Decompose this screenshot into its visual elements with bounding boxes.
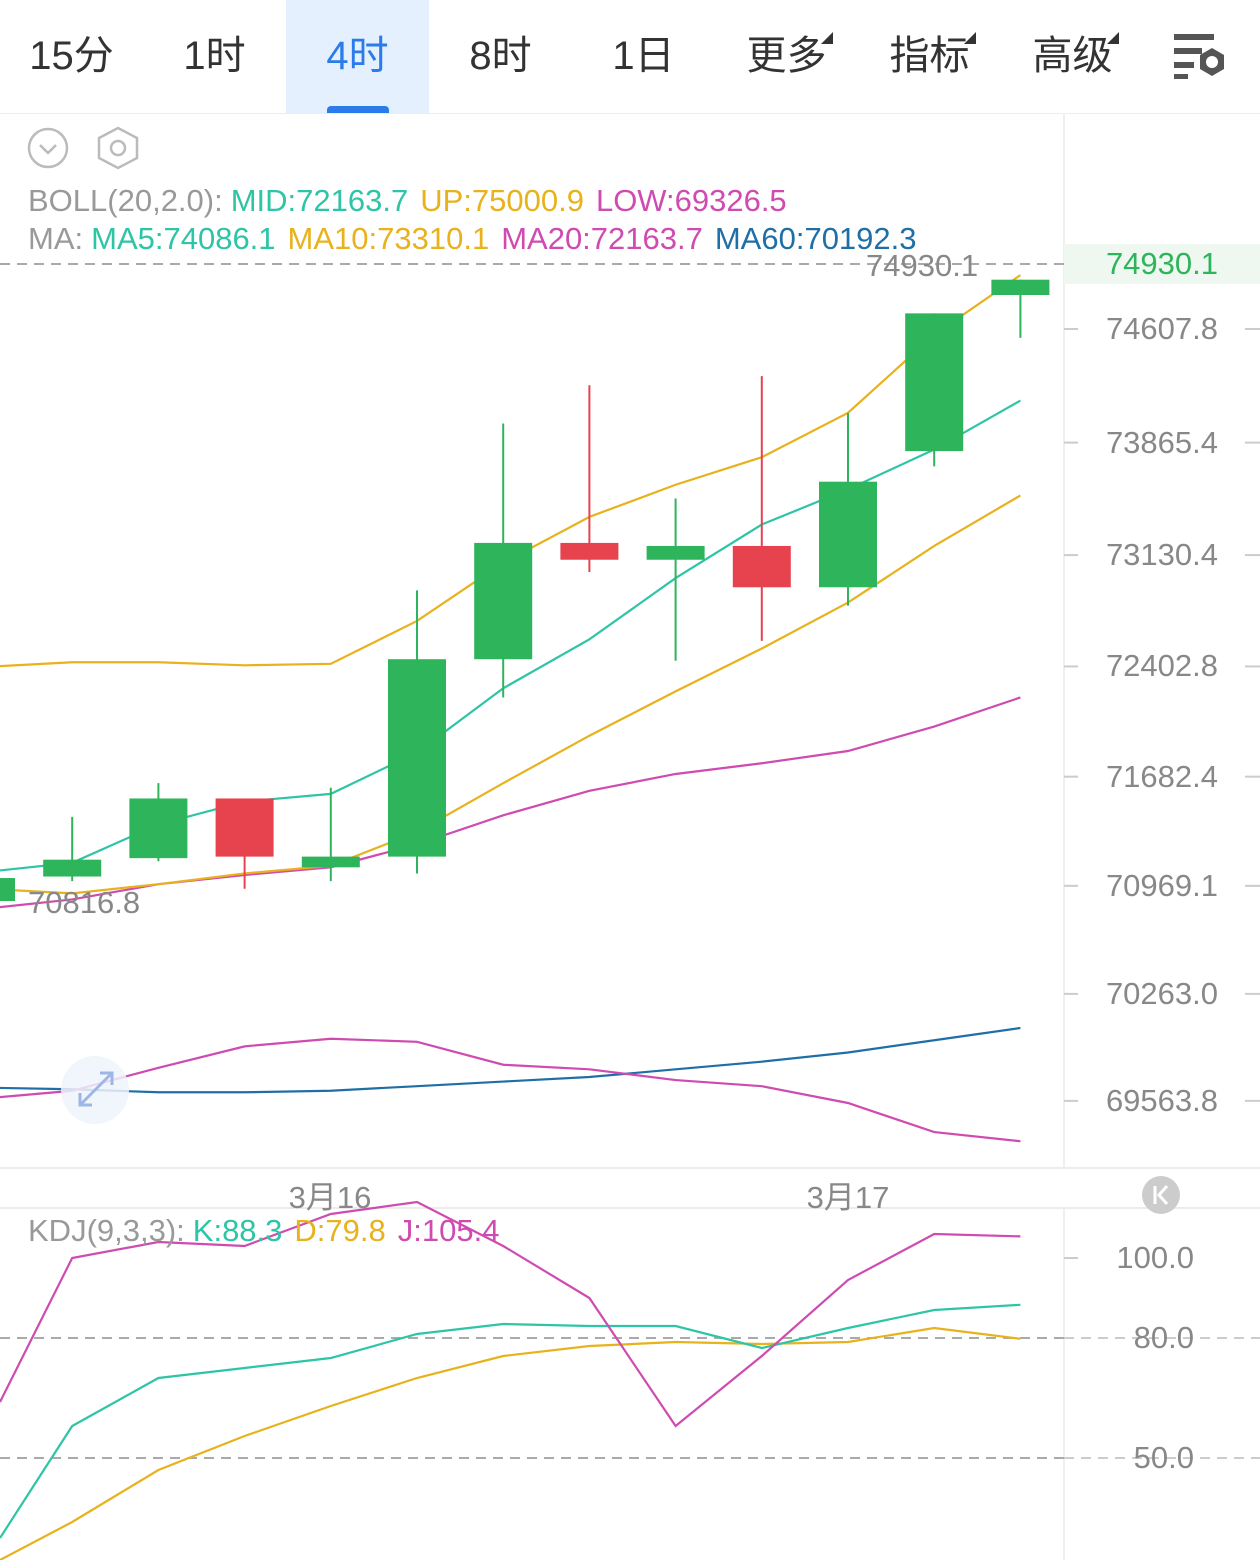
tab-label: 4时	[326, 34, 389, 78]
candle-up	[129, 798, 188, 859]
candle-up	[905, 313, 964, 452]
ma-legend: MA: MA5:74086.1 MA10:73310.1 MA20:72163.7 MA…	[28, 221, 929, 257]
kdj-k-value: K:88.3	[192, 1213, 283, 1248]
tab-label: 8时	[469, 34, 532, 78]
tab-label: 1日	[612, 34, 675, 78]
low-price-label: 70816.8	[28, 885, 141, 920]
tab-5[interactable]: 更多	[715, 0, 858, 113]
tab-3[interactable]: 8时	[429, 0, 572, 113]
chevron-down-circle-icon	[27, 127, 69, 169]
kdj-name: KDJ(9,3,3):	[28, 1213, 185, 1248]
gear-center	[109, 139, 127, 157]
price-axis-label: 74607.8	[1105, 311, 1218, 346]
kdj-axis-label: 50.0	[1133, 1440, 1194, 1475]
candle-up	[646, 545, 705, 560]
price-axis-label: 72402.8	[1105, 648, 1218, 684]
boll-mid-value: MID:72163.7	[230, 183, 409, 218]
tab-2[interactable]: 4时	[286, 0, 429, 113]
boll-up-value: UP:75000.9	[420, 183, 584, 218]
candle-down	[560, 542, 619, 560]
scroll-icon-chevron	[1156, 1185, 1169, 1205]
price-axis-label: 70969.1	[1105, 867, 1218, 903]
high-price-label: 74930.1	[866, 248, 979, 283]
boll-low-value: LOW:69326.5	[595, 183, 787, 218]
ma20-value: MA20:72163.7	[501, 221, 703, 256]
time-axis-label: 3月17	[806, 1180, 890, 1215]
ma60-line	[0, 1026, 1021, 1094]
candle-up	[0, 878, 15, 901]
price-axis-label: 73130.4	[1105, 537, 1218, 573]
ma20-lower-line	[0, 1037, 1021, 1143]
ma10-value: MA10:73310.1	[287, 221, 490, 256]
tab-label: 1时	[183, 34, 246, 78]
price-axis-label: 73865.4	[1105, 424, 1218, 460]
tab-label: 15分	[29, 34, 114, 78]
time-axis-label: 3月16	[288, 1180, 372, 1215]
timeframe-tab-bar: 15分 1时 4时 8时 1日 更多 指标 高级	[0, 0, 1260, 114]
kdj-d-line	[0, 1326, 1021, 1560]
price-axis-label: 69563.8	[1105, 1082, 1218, 1118]
candle-up	[301, 856, 360, 868]
candle-up	[819, 481, 877, 588]
candle-down	[215, 798, 274, 857]
kdj-j-line	[0, 1200, 1021, 1428]
dropdown-caret-icon	[1106, 32, 1119, 44]
price-axis-label: 71682.4	[1105, 758, 1218, 794]
tab-4[interactable]: 1日	[572, 0, 715, 113]
candle-up	[43, 859, 102, 877]
boll-name: BOLL(20,2.0):	[28, 183, 223, 218]
kdj-d-value: D:79.8	[294, 1213, 386, 1248]
ma60-value: MA60:70192.3	[714, 221, 917, 256]
kdj-j-value: J:105.4	[397, 1213, 500, 1248]
chevron-down-icon	[39, 144, 57, 155]
expand-arrow-head	[100, 1071, 114, 1085]
kdj-axis-label: 100.0	[1116, 1240, 1194, 1275]
current-price-highlight	[1064, 244, 1260, 284]
candle-up	[474, 542, 533, 660]
price-axis-label: 70263.0	[1105, 975, 1218, 1011]
tab-label: 高级	[1033, 32, 1119, 78]
kdj-legend: KDJ(9,3,3): K:88.3 D:79.8 J:105.4	[28, 1213, 511, 1249]
candle-up	[388, 659, 446, 857]
kdj-axis-label: 80.0	[1133, 1320, 1194, 1355]
tab-7[interactable]: 高级	[1001, 0, 1144, 113]
ma-name: MA:	[28, 221, 84, 256]
tab-0[interactable]: 15分	[0, 0, 143, 113]
chart-settings-icon[interactable]	[1168, 30, 1232, 86]
tab-6[interactable]: 指标	[858, 0, 1001, 113]
candle-down	[732, 545, 791, 588]
active-tab-indicator	[326, 106, 389, 113]
ma5-value: MA5:74086.1	[91, 221, 276, 256]
candle-up	[991, 279, 1050, 295]
dropdown-caret-icon	[820, 32, 833, 44]
boll-legend: BOLL(20,2.0): MID:72163.7 UP:75000.9 LOW:69…	[28, 183, 799, 219]
expand-arrow-line	[78, 1071, 114, 1107]
tab-label: 指标	[890, 32, 976, 78]
current-price-axis-label: 74930.1	[1105, 246, 1218, 281]
tab-label: 更多	[747, 32, 833, 78]
hexagon-gear-icon	[97, 126, 139, 170]
expand-arrow-tail	[78, 1093, 92, 1107]
dropdown-caret-icon	[963, 32, 976, 44]
kdj-k-line	[0, 1303, 1021, 1539]
tab-1[interactable]: 1时	[143, 0, 286, 113]
